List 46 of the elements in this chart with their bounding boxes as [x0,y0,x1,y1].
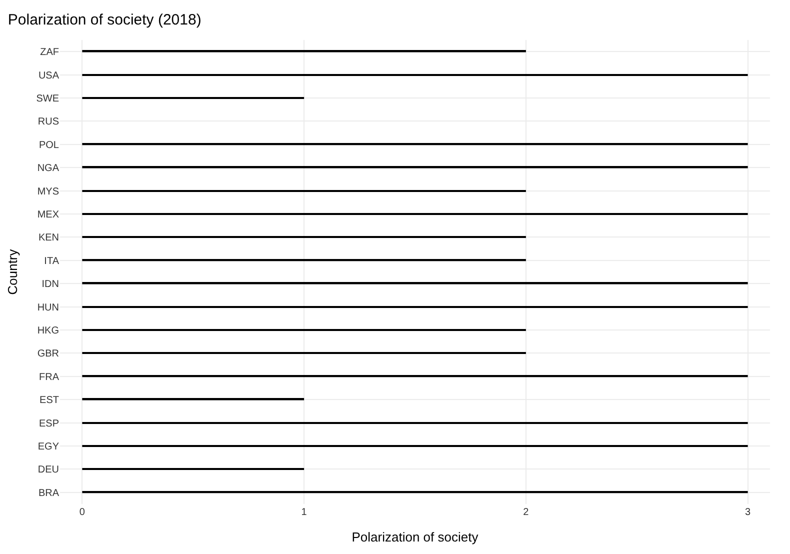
y-tick-label: EST [40,395,59,406]
bar [82,491,748,494]
bar [82,375,748,378]
bar [82,143,748,146]
y-axis-title: Country [5,248,20,295]
y-tick-label: EGY [38,442,60,452]
x-tick-label: 2 [523,507,530,518]
x-tick-label: 0 [79,507,86,518]
y-tick-label: HKG [37,326,60,336]
y-tick-label: MEX [37,210,60,220]
bar [82,259,526,262]
bar [82,282,748,284]
y-tick-label: NGA [37,163,60,174]
y-tick-label: BRA [38,488,60,499]
bar [82,398,304,400]
bar [82,236,526,238]
x-tick-label: 1 [301,507,308,518]
y-tick-label: USA [38,70,60,82]
bar [82,329,526,331]
bar [82,74,748,76]
bar [82,50,526,52]
y-tick-label: HUN [37,302,59,314]
y-tick-label: ITA [44,256,60,267]
y-tick-label: GBR [37,348,59,360]
y-tick-label: ZAF [40,47,59,58]
y-tick-label: DEU [38,464,59,476]
x-axis-title: Polarization of society [352,530,479,545]
bar [82,306,748,308]
bar [82,166,748,168]
chart-title: Polarization of society (2018) [8,11,202,28]
y-tick-label: IDN [42,279,59,290]
bar [82,97,304,99]
y-tick-label: ESP [38,418,60,430]
bar [82,422,748,424]
bar [82,468,304,470]
bar [82,190,526,192]
bar [82,445,748,447]
bar [82,213,748,215]
y-tick-label: POL [38,140,60,151]
y-tick-label: MYS [37,186,60,198]
y-tick-label: FRA [39,372,60,383]
x-tick-label: 3 [745,507,752,518]
y-tick-label: RUS [38,116,60,128]
y-tick-label: KEN [38,232,59,244]
bar [82,352,526,354]
y-tick-label: SWE [36,94,60,104]
